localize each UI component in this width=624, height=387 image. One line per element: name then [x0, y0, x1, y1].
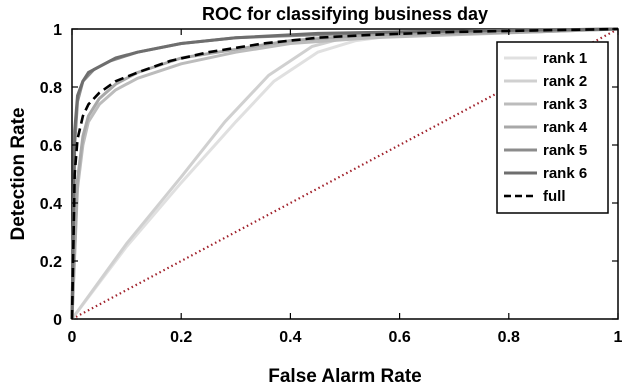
x-tick-label: 0.2: [170, 329, 192, 346]
chart-title: ROC for classifying business day: [202, 4, 488, 24]
legend-label: rank 6: [543, 165, 587, 182]
legend: rank 1 rank 2 rank 3 rank 4 rank 5 rank 6 full: [496, 41, 609, 214]
series-line-rank-3: [70, 27, 619, 320]
legend-label: full: [543, 188, 566, 205]
y-tick-label: 0.2: [40, 254, 62, 271]
y-axis-title: Detection Rate: [8, 107, 29, 240]
series-line-rank-6: [70, 27, 619, 320]
plot-area: 0 0.2 0.4 0.6 0.8 1 0 0.2 0.4 0.6 0.8 1: [40, 22, 623, 346]
x-axis-title: False Alarm Rate: [268, 366, 421, 387]
axes-box: [71, 28, 619, 320]
legend-label: rank 5: [543, 142, 587, 159]
y-tick-label: 0.4: [40, 196, 62, 213]
legend-label: rank 3: [543, 96, 587, 113]
legend-label: rank 4: [543, 119, 588, 136]
x-tick-label: 0.6: [388, 329, 410, 346]
x-tick-label: 0.4: [279, 329, 301, 346]
y-tick-label: 0: [53, 312, 62, 329]
y-tick-label: 0.8: [40, 80, 62, 97]
legend-label: rank 1: [543, 50, 587, 67]
legend-label: rank 2: [543, 73, 587, 90]
x-tick-label: 0: [68, 329, 77, 346]
x-tick-label: 0.8: [498, 329, 520, 346]
y-tick-label: 0.6: [40, 138, 62, 155]
x-tick-label: 1: [614, 329, 623, 346]
y-tick-label: 1: [53, 22, 62, 39]
